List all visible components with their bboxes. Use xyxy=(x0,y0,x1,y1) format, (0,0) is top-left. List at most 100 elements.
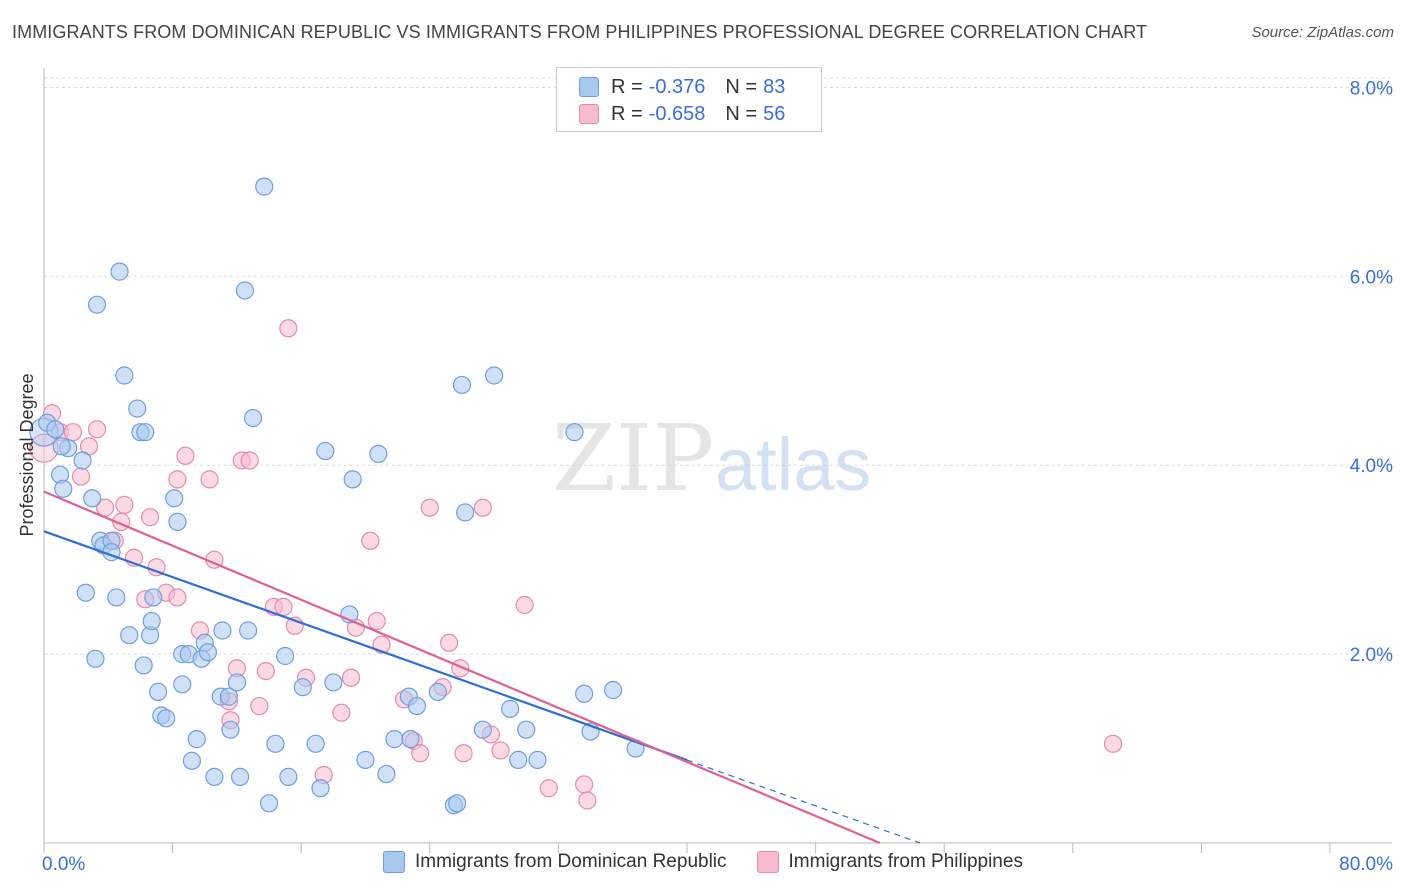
data-point xyxy=(411,744,430,763)
data-point xyxy=(165,489,184,508)
series-legend-label: Immigrants from Philippines xyxy=(788,851,1023,872)
trend-line-philippines xyxy=(43,490,881,845)
data-point xyxy=(473,720,492,739)
series-legend-item-philippines: Immigrants from Philippines xyxy=(756,851,1023,873)
data-point xyxy=(509,750,528,769)
data-point xyxy=(239,621,258,640)
data-point xyxy=(428,682,447,701)
data-point xyxy=(454,744,473,763)
data-point xyxy=(86,649,105,668)
y-tick-label: 2.0% xyxy=(1350,645,1393,666)
data-point xyxy=(63,423,83,442)
legend-n-label: N = xyxy=(725,102,758,125)
data-point xyxy=(255,177,274,196)
data-point xyxy=(324,673,343,692)
data-point xyxy=(221,720,240,739)
legend-r-label: R = xyxy=(611,75,643,98)
data-point xyxy=(142,611,161,631)
trend-line-dominican xyxy=(43,530,688,762)
data-point xyxy=(259,794,279,813)
chart-title: IMMIGRANTS FROM DOMINICAN REPUBLIC VS IM… xyxy=(12,22,1148,42)
data-point xyxy=(452,375,472,395)
data-point xyxy=(76,583,95,602)
data-point xyxy=(168,470,187,489)
data-point xyxy=(439,633,459,652)
y-tick-label: 6.0% xyxy=(1350,267,1393,288)
legend-n-value: 83 xyxy=(763,75,786,98)
data-point xyxy=(343,470,362,489)
data-point xyxy=(377,764,396,784)
series-legend-label: Immigrants from Dominican Republic xyxy=(415,851,727,872)
legend-r-label: R = xyxy=(611,102,643,125)
data-point xyxy=(565,423,584,442)
data-point xyxy=(279,767,298,786)
data-point xyxy=(87,420,107,439)
series-swatch-pink xyxy=(756,851,779,873)
data-point xyxy=(176,446,195,465)
data-point xyxy=(491,741,510,760)
series-swatch-blue xyxy=(383,851,406,873)
data-point xyxy=(266,734,285,753)
data-point xyxy=(517,720,536,739)
data-point xyxy=(578,791,597,810)
data-point xyxy=(274,597,293,616)
data-point xyxy=(501,699,520,718)
data-point xyxy=(235,281,255,300)
data-point xyxy=(227,673,246,692)
data-point xyxy=(54,479,73,498)
series-legend-item-dominican: Immigrants from Dominican Republic xyxy=(383,851,727,873)
data-point xyxy=(407,696,427,716)
legend-r-value: -0.658 xyxy=(648,102,706,125)
data-point xyxy=(120,626,139,645)
data-point xyxy=(52,437,71,456)
watermark-atlas: atlas xyxy=(715,423,871,506)
data-point xyxy=(110,262,129,281)
data-point xyxy=(157,709,176,728)
data-point xyxy=(231,767,250,786)
legend-row-pink: R = -0.658 N = 56 xyxy=(579,101,785,127)
series-dominican-republic xyxy=(29,177,645,815)
data-point xyxy=(485,366,504,385)
watermark-zip: ZIP xyxy=(552,405,714,512)
data-point xyxy=(144,588,163,607)
data-point xyxy=(115,366,134,385)
y-axis-label: Professional Degree xyxy=(17,373,37,536)
data-point xyxy=(515,595,534,615)
data-point xyxy=(332,703,351,722)
x-tick-label: 0.0% xyxy=(42,854,85,875)
data-point xyxy=(149,682,168,701)
data-point xyxy=(575,775,594,794)
data-point xyxy=(115,495,134,514)
data-point xyxy=(128,399,147,418)
data-point xyxy=(219,687,238,706)
data-point xyxy=(276,646,295,666)
data-point xyxy=(448,794,467,813)
legend-r-value: -0.376 xyxy=(648,75,706,98)
data-point xyxy=(473,498,492,517)
data-point xyxy=(356,750,375,769)
data-point xyxy=(369,444,388,463)
source-label: Source: ZipAtlas.com xyxy=(1251,24,1394,41)
data-point xyxy=(168,588,187,607)
data-point xyxy=(73,451,92,470)
axes xyxy=(43,68,1392,853)
data-point xyxy=(213,621,232,640)
data-point xyxy=(1103,734,1123,753)
data-point xyxy=(311,779,330,798)
data-point xyxy=(87,295,107,314)
data-point xyxy=(107,588,126,607)
data-point xyxy=(341,668,361,687)
data-point xyxy=(136,423,155,442)
data-point xyxy=(243,408,263,428)
tick-labels: 2.0% 4.0% 6.0% 8.0% 0.0% 80.0% xyxy=(42,78,1393,875)
series-legend: Immigrants from Dominican Republic Immig… xyxy=(0,851,1406,873)
data-point xyxy=(361,531,380,550)
data-point xyxy=(575,684,594,703)
data-point xyxy=(83,489,102,508)
data-point xyxy=(140,508,160,527)
data-point xyxy=(200,470,219,489)
data-point xyxy=(187,730,206,749)
data-point xyxy=(182,751,201,770)
data-point xyxy=(306,734,325,753)
